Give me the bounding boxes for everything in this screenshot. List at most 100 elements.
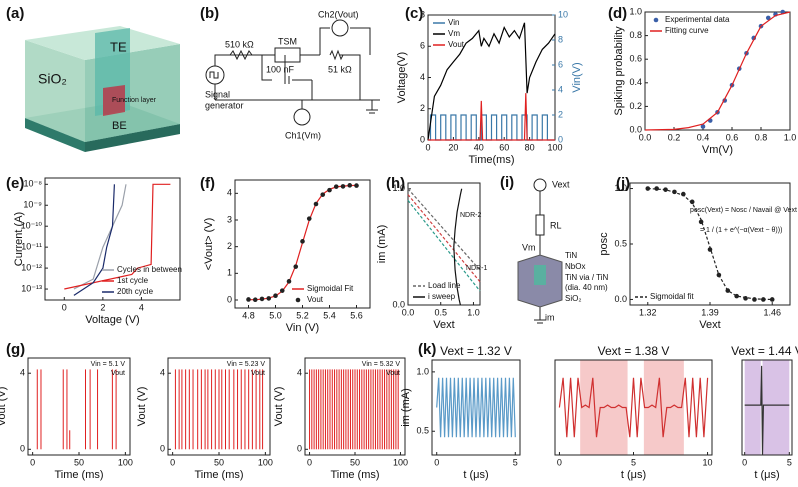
data-point: [716, 272, 722, 278]
shaded-band: [744, 360, 761, 455]
y-tick-label: 10⁻¹²: [21, 262, 42, 272]
ch1-label: Ch1(Vm): [285, 130, 321, 140]
chart-title: Vin = 5.23 V: [227, 361, 266, 368]
x-tick-label: 100: [393, 457, 408, 467]
y-tick-label: 0.5: [416, 426, 429, 436]
y-tick-label: 0.0: [392, 299, 405, 309]
x-tick-label: 1.46: [763, 307, 781, 317]
data-point: [313, 201, 319, 207]
data-point: [752, 297, 757, 302]
c-label: 100 nF: [266, 64, 295, 74]
panel-i: (i) Vext RL Vm TiN NbOx TiN via / TiN (d…: [500, 174, 608, 324]
function-layer: [103, 85, 125, 116]
legend-label: Sigmoidal fit: [650, 292, 694, 301]
y-tick-label: 1.0: [392, 183, 405, 193]
be-label: BE: [112, 120, 127, 132]
x-axis-label: Vm(V): [702, 144, 733, 156]
plot-frame: [644, 11, 791, 131]
y-tick-label: 2: [420, 103, 425, 113]
legend-label: Vout: [251, 370, 265, 377]
x-tick-label: 2: [100, 302, 105, 312]
data-point: [354, 183, 359, 188]
im-label: im: [545, 312, 555, 322]
legend-label: Fitting curve: [665, 26, 709, 35]
x-tick-label: 1.39: [701, 307, 719, 317]
data-point: [672, 189, 677, 195]
y-axis-label: posc: [598, 232, 610, 256]
x-axis-label: Time(ms): [468, 154, 514, 166]
x-axis-label: Vext: [699, 319, 720, 331]
data-point: [663, 187, 668, 192]
data-point: [327, 187, 332, 193]
x-axis-label: t (μs): [754, 469, 779, 481]
nbox-label: NbOx: [565, 262, 585, 271]
x-tick-label: 0: [557, 457, 562, 467]
x-tick-label: 0: [30, 457, 35, 467]
ch1: [293, 108, 311, 126]
x-tick-label: 5: [513, 457, 518, 467]
y-tick-label: 1.0: [416, 366, 429, 376]
series-line: [427, 22, 556, 141]
wires: [534, 191, 546, 324]
r2-label: 51 kΩ: [328, 64, 352, 74]
data-point: [273, 293, 278, 299]
sio2-label: SiO₂: [565, 294, 581, 303]
legend-label: Vin: [448, 18, 459, 27]
sig-label: generator: [205, 100, 244, 110]
tin-label: TiN: [565, 251, 577, 260]
legend-label: Vout: [307, 295, 324, 304]
series-line: [407, 200, 481, 292]
y-tick-label: 8: [420, 9, 425, 19]
sig-label: Signal: [205, 89, 230, 99]
y-tick-label: 0.5: [614, 238, 627, 248]
x-tick-label: 0.0: [402, 307, 415, 317]
y2-tick-label: 4: [558, 84, 563, 94]
data-point: [734, 293, 739, 299]
y-axis-label: <Vout> (V): [203, 218, 215, 271]
tsm-label: TSM: [278, 36, 297, 46]
via: [534, 265, 546, 285]
y-axis-label: Current (A): [13, 212, 25, 266]
plot-frame: [741, 359, 793, 456]
x-tick-label: 5: [787, 457, 792, 467]
x-tick-label: 0.4: [697, 132, 710, 142]
y-tick-label: 10⁻⁸: [23, 179, 42, 189]
plot-frame: [407, 182, 481, 306]
legend-label: i sweep: [428, 292, 456, 301]
legend-label: Vout: [111, 370, 125, 377]
y-tick-label: 1: [227, 268, 232, 278]
x-tick-label: 80: [525, 142, 535, 152]
legend-swatch: [653, 17, 659, 23]
data-point: [279, 288, 285, 293]
x-tick-label: 5.2: [296, 310, 309, 320]
x-tick-label: 5.6: [350, 310, 363, 320]
legend-label: 20th cycle: [117, 287, 154, 296]
y-tick-label: 1.0: [614, 183, 627, 193]
panel-label: (e): [6, 175, 24, 192]
series-line: [644, 11, 791, 131]
panel-label: (j): [616, 175, 630, 192]
wires: [209, 27, 380, 101]
data-point: [293, 264, 299, 269]
x-tick-label: 0.6: [726, 132, 739, 142]
data-point: [654, 186, 659, 191]
plot-frame: [629, 182, 791, 306]
x-tick-label: 1.32: [639, 307, 657, 317]
series-line: [744, 365, 790, 456]
y-tick-label: 2: [227, 241, 232, 251]
annotation: posc(Vext) = Nosc / Navail @ Vext: [690, 207, 797, 214]
data-point: [769, 297, 775, 302]
y-axis-label: Vout (V): [0, 387, 8, 427]
data-point: [645, 186, 651, 191]
y-axis-label: im (mA): [400, 388, 412, 427]
be-side: [85, 124, 180, 152]
y-axis-label: Voltage(V): [396, 52, 408, 103]
series-line: [407, 188, 481, 271]
y-tick-label: 0: [227, 294, 232, 304]
chart-title: Vin = 5.32 V: [362, 361, 401, 368]
x-tick-label: 50: [350, 457, 360, 467]
sio2-label: SiO₂: [38, 71, 67, 87]
y-tick-label: 0.2: [629, 101, 642, 111]
vm-label: Vm: [522, 242, 536, 252]
y2-axis-label: Vin(V): [571, 62, 583, 92]
